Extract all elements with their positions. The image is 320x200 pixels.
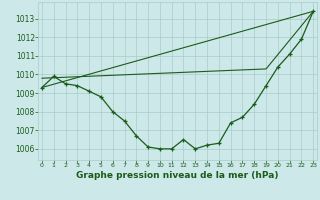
- X-axis label: Graphe pression niveau de la mer (hPa): Graphe pression niveau de la mer (hPa): [76, 171, 279, 180]
